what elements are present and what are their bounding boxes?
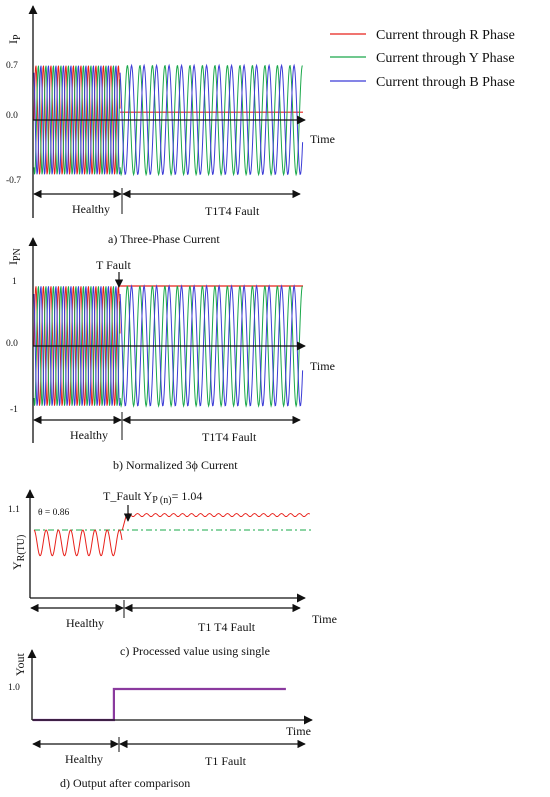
- panel-a-series-2-healthy: [33, 65, 121, 175]
- panel-d-caption: d) Output after comparison: [60, 776, 190, 790]
- panel-c-fault-annotation: T_Fault YP (n)= 1.04: [103, 489, 202, 506]
- panel-a-xlabel: Time: [310, 132, 335, 146]
- panel-b-ytick-zero: 0.0: [6, 339, 18, 349]
- panel-d-lines: [33, 687, 286, 722]
- panel-d-xlabel: Time: [286, 724, 311, 738]
- panel-c-xlabel: Time: [312, 612, 337, 626]
- panel-b: IPN 1 0.0 -1 Time T Fault Healthy T1T4 F…: [6, 237, 335, 472]
- panel-c-series-transition: [121, 514, 127, 531]
- panel-c: YR(TU) 1.1 θ = 0.86 T_Fault YP (n)= 1.04…: [8, 489, 337, 658]
- panel-d-ylabel: Yout: [13, 653, 27, 676]
- panel-c-waves: [33, 513, 311, 557]
- panel-b-series-2-healthy: [33, 286, 121, 406]
- legend-entry-b: Current through B Phase: [330, 75, 515, 90]
- panel-c-region-fault-label: T1 T4 Fault: [198, 620, 256, 634]
- panel-a-ytick-top: 0.7: [6, 61, 18, 71]
- panel-a-caption: a) Three-Phase Current: [108, 232, 220, 246]
- panel-c-series-fault: [125, 513, 311, 517]
- panel-a: IP 0.7 0.0 -0.7 Time Healthy T1T4 Fault …: [6, 5, 335, 246]
- legend: Current through R Phase Current through …: [330, 28, 515, 90]
- panel-b-waves: [33, 284, 304, 408]
- panel-a-ytick-zero: 0.0: [6, 111, 18, 121]
- legend-entry-r: Current through R Phase: [330, 28, 515, 43]
- panel-a-region-fault-label: T1T4 Fault: [205, 204, 260, 218]
- panel-b-series-1-fault: [119, 285, 303, 408]
- legend-label-y: Current through Y Phase: [376, 51, 515, 66]
- panel-a-ylabel: IP: [6, 34, 23, 44]
- panel-b-fault-annotation: T Fault: [96, 258, 131, 272]
- panel-b-region-fault-label: T1T4 Fault: [202, 430, 257, 444]
- legend-label-b: Current through B Phase: [376, 75, 515, 90]
- panel-a-ytick-bottom: -0.7: [6, 176, 21, 186]
- legend-label-r: Current through R Phase: [376, 28, 515, 43]
- panel-a-region-healthy-label: Healthy: [72, 202, 110, 216]
- panel-b-ylabel: IPN: [6, 248, 23, 265]
- panel-d-region-healthy-label: Healthy: [65, 752, 103, 766]
- panel-a-series-1-fault: [119, 64, 303, 177]
- panel-c-caption: c) Processed value using single: [120, 644, 270, 658]
- panel-b-ytick-top: 1: [12, 277, 17, 287]
- panel-c-region-healthy-label: Healthy: [66, 616, 104, 630]
- panel-c-ytick: 1.1: [8, 505, 20, 515]
- panel-b-xlabel: Time: [310, 359, 335, 373]
- panel-b-ytick-bottom: -1: [10, 405, 18, 415]
- panel-d-region-fault-label: T1 Fault: [205, 754, 247, 768]
- legend-entry-y: Current through Y Phase: [330, 51, 515, 66]
- panel-d-output-line: [33, 687, 286, 722]
- panel-c-ylabel: YR(TU): [10, 535, 27, 570]
- panel-c-series-healthy: [33, 529, 123, 557]
- panel-b-region-healthy-label: Healthy: [70, 428, 108, 442]
- panel-d: Yout 1.0 Time Healthy T1 Fault d) Output…: [8, 649, 313, 790]
- panel-d-ytick: 1.0: [8, 683, 20, 693]
- panel-b-caption: b) Normalized 3ϕ Current: [113, 458, 238, 472]
- panel-c-theta-label: θ = 0.86: [38, 508, 70, 518]
